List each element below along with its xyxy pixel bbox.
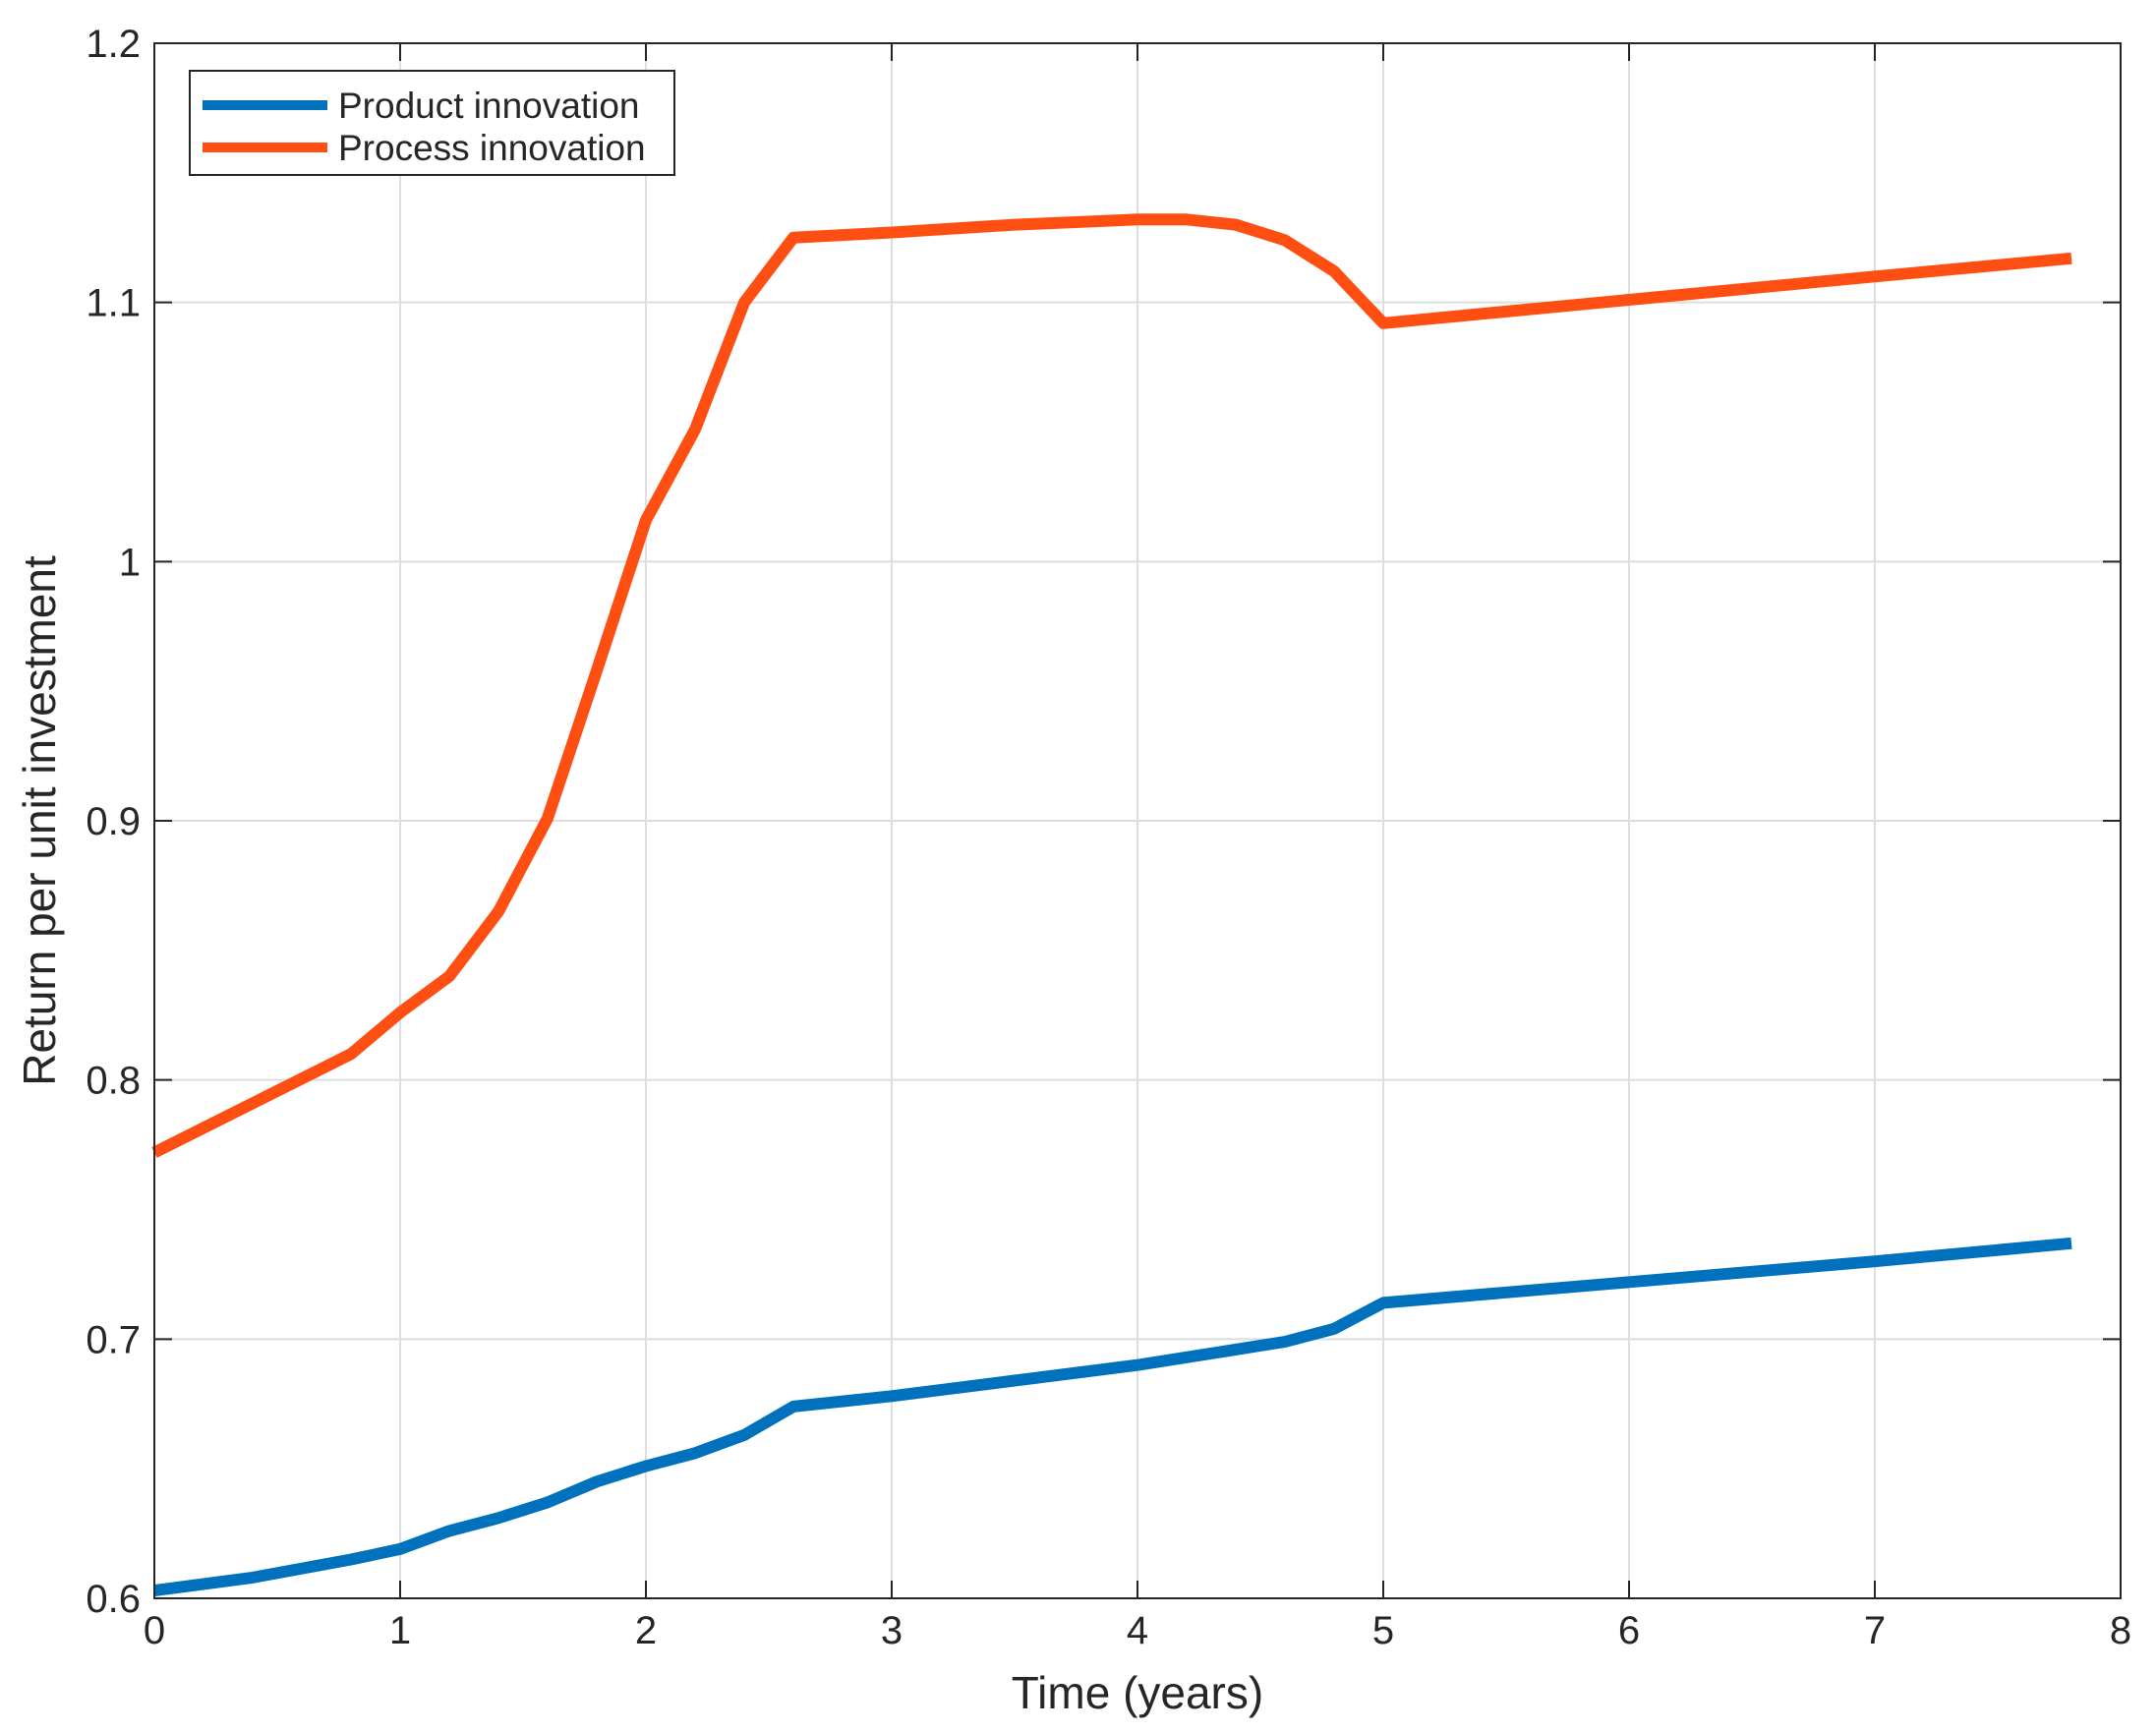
- x-axis-label: Time (years): [1012, 1667, 1263, 1718]
- x-tick-label: 3: [881, 1609, 903, 1652]
- legend-label-product-innovation: Product innovation: [338, 86, 639, 126]
- y-tick-label: 1.1: [86, 282, 141, 325]
- x-tick-label: 4: [1127, 1609, 1148, 1652]
- x-tick-label: 8: [2110, 1609, 2131, 1652]
- y-tick-label: 1: [119, 541, 141, 584]
- x-tick-label: 6: [1618, 1609, 1640, 1652]
- legend-label-process-innovation: Process innovation: [338, 128, 646, 168]
- y-tick-labels: 0.6 0.7 0.8 0.9 1 1.1 1.2: [86, 23, 141, 1621]
- y-tick-label: 1.2: [86, 23, 141, 66]
- y-tick-label: 0.6: [86, 1578, 141, 1621]
- x-tick-labels: 0 1 2 3 4 5 6 7 8: [144, 1609, 2131, 1652]
- y-tick-label: 0.7: [86, 1318, 141, 1361]
- legend: Product innovation Process innovation: [189, 70, 675, 176]
- series-line-process-innovation: [151, 213, 2072, 1158]
- y-tick-label: 0.9: [86, 800, 141, 843]
- axis-ticks: [153, 42, 2122, 1599]
- x-tick-label: 2: [635, 1609, 657, 1652]
- y-tick-label: 0.8: [86, 1060, 141, 1103]
- series-lines: [151, 213, 2072, 1597]
- x-tick-label: 5: [1372, 1609, 1394, 1652]
- series-line-product-innovation: [153, 1237, 2072, 1597]
- legend-box: [189, 70, 675, 176]
- x-tick-label: 0: [144, 1609, 165, 1652]
- x-tick-label: 1: [389, 1609, 411, 1652]
- x-tick-label: 7: [1864, 1609, 1886, 1652]
- y-axis-label: Return per unit investment: [14, 555, 65, 1086]
